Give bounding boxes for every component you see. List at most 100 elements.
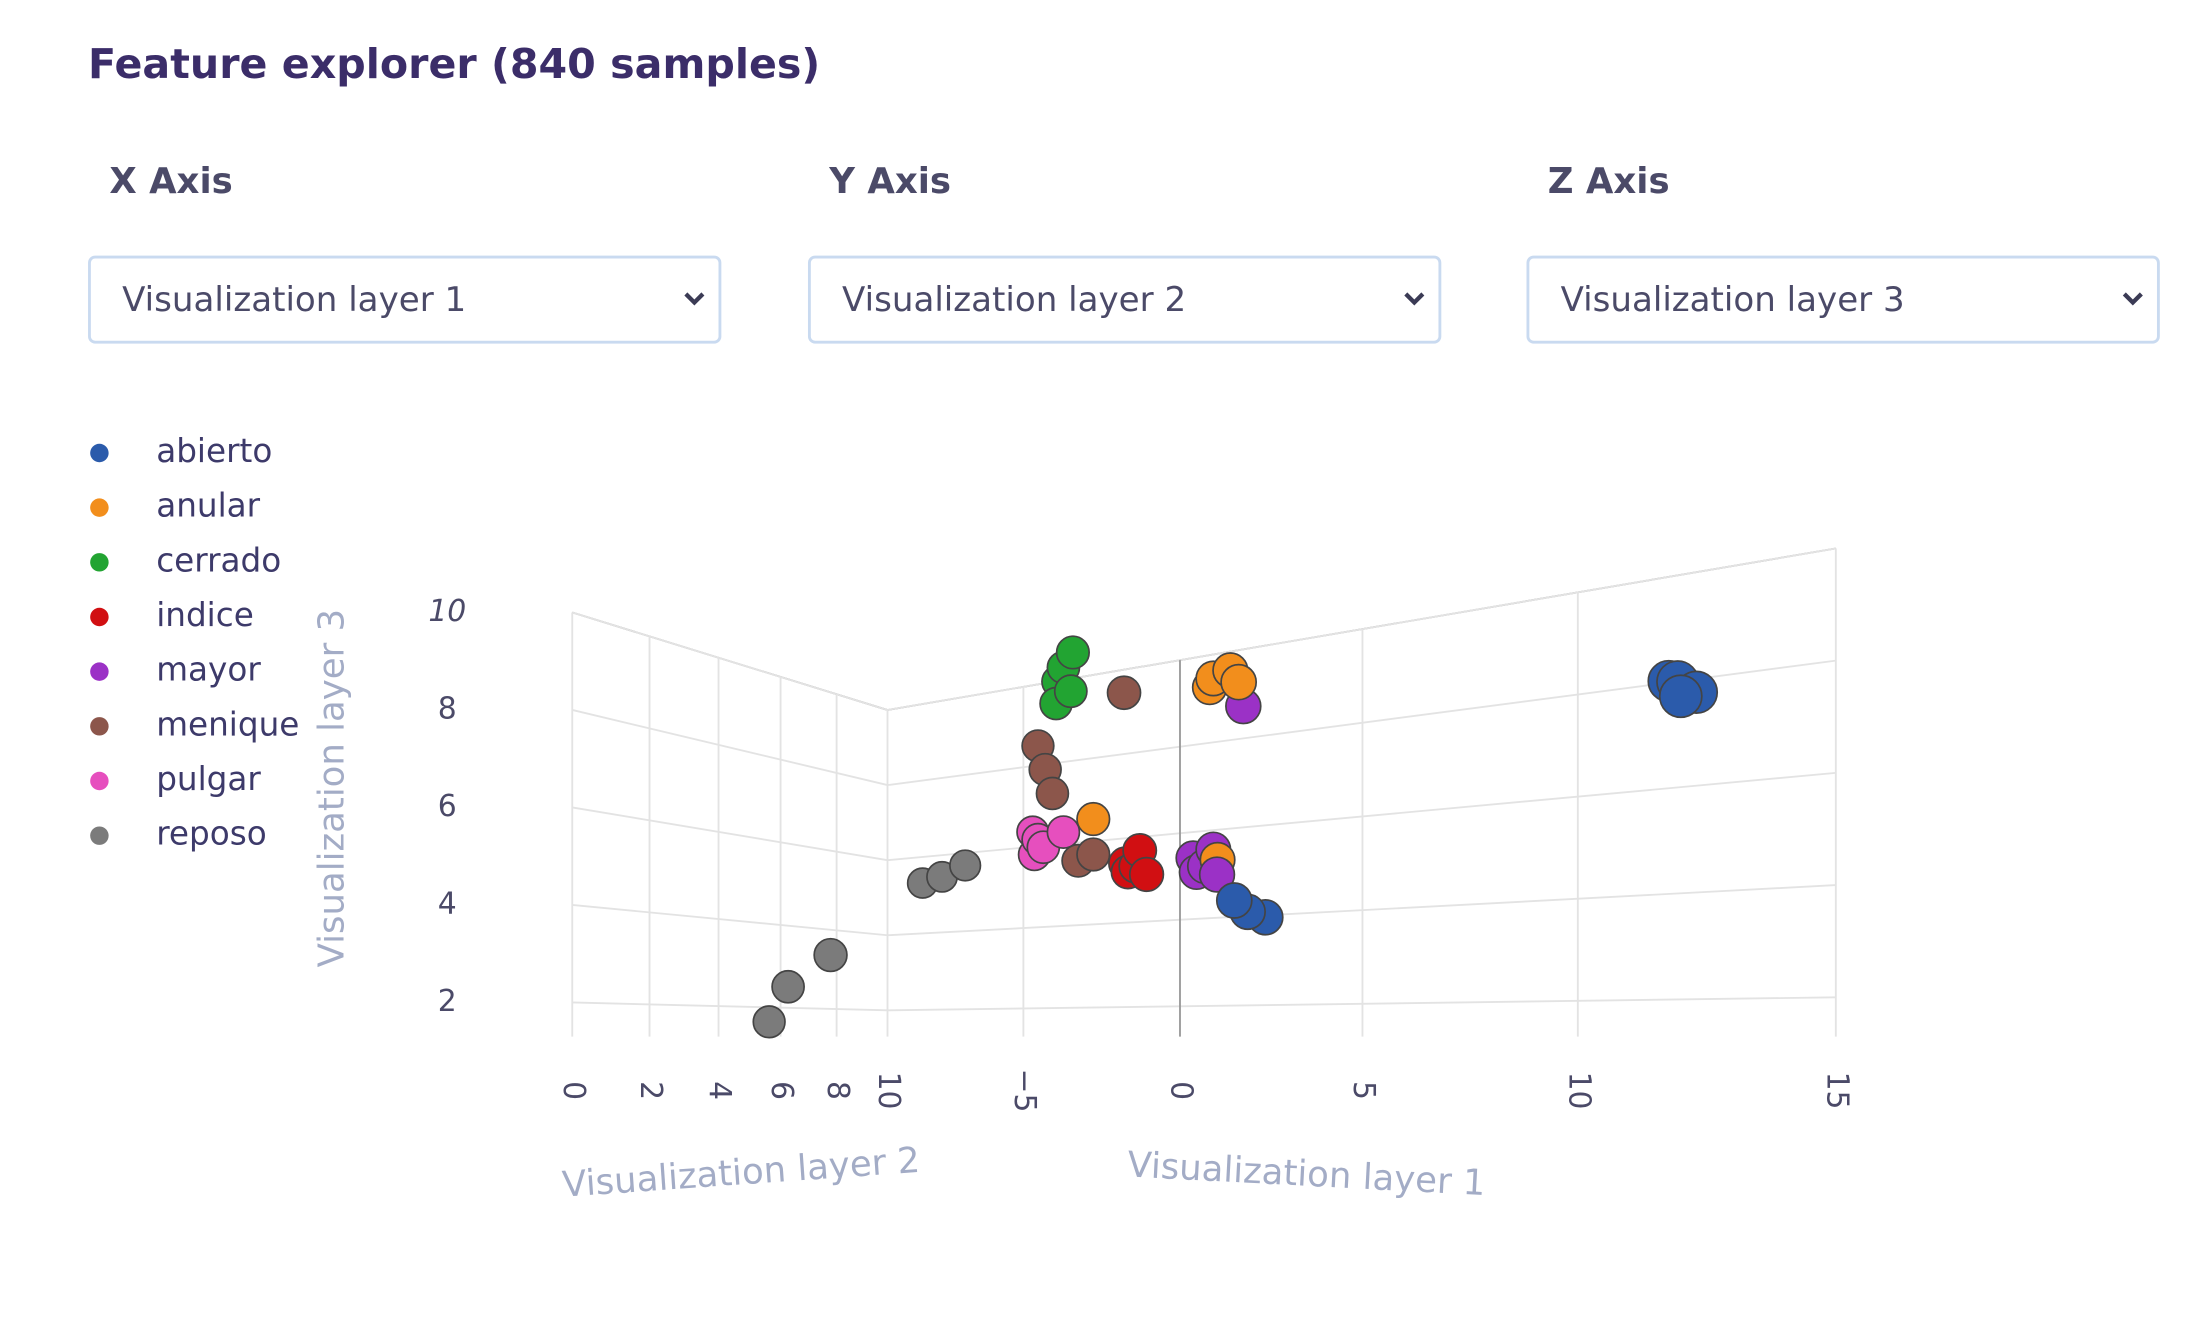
data-point [1656,660,1700,704]
data-point [1128,856,1165,893]
legend-marker [90,553,109,572]
data-point [1225,687,1262,725]
grid-line [887,771,1836,862]
grid-line [887,884,1836,937]
data-point [1195,831,1232,868]
x-tick-label: 15 [1819,1072,1854,1110]
axis-select[interactable]: Visualization layer 1 [88,255,722,344]
data-point [1017,837,1052,872]
legend-label: menique [156,705,299,743]
data-point [1175,840,1211,876]
data-point [1220,663,1258,701]
z-tick-label: 10 [428,594,466,629]
axis-control-label: X Axis [109,160,233,202]
legend-label: cerrado [156,541,281,579]
legend-label: indice [156,596,254,634]
data-point [1247,899,1284,936]
data-point [1055,635,1090,670]
data-point [1108,846,1143,881]
z-tick-label: 4 [438,886,457,921]
data-point [1186,848,1223,885]
legend-label: mayor [156,651,261,689]
x-axis-title: Visualization layer 1 [1126,1144,1486,1204]
data-point [1658,674,1703,719]
legend-marker [90,607,109,627]
x-tick-label: 5 [1346,1081,1381,1100]
box-edge [571,611,888,711]
data-point [1106,675,1142,711]
data-point [1061,843,1096,878]
data-point [771,969,805,1004]
data-point [1199,841,1236,878]
legend-label: anular [156,487,260,525]
axis-select[interactable]: Visualization layer 2 [807,255,1442,344]
data-point [1028,752,1062,787]
data-point [1198,856,1236,893]
legend-label: pulgar [156,760,261,798]
data-point [906,867,939,899]
data-point [1191,669,1228,706]
legend-label: abierto [156,432,272,470]
data-point [752,1005,786,1039]
data-point [1212,652,1249,689]
grid-line [572,806,888,862]
grid-line [887,547,1836,711]
data-point [1195,660,1232,697]
data-point [1229,893,1266,931]
data-point [1076,837,1111,872]
data-point [1026,830,1061,865]
grid-line [571,611,888,711]
z-axis-title: Visualization layer 3 [312,609,353,967]
y-tick-label: 0 [556,1081,591,1100]
data-point [1647,659,1690,703]
legend-marker [90,771,109,791]
data-point [1110,854,1146,890]
data-point [1122,833,1158,868]
z-tick-label: 8 [438,691,457,726]
data-point [1674,670,1719,715]
grid-line [887,659,1836,786]
data-point [1035,776,1070,811]
legend-marker [90,498,109,517]
axis-control-label: Z Axis [1547,160,1670,202]
x-tick-label: 10 [1561,1072,1596,1110]
y-axis-title: Visualization layer 2 [561,1140,921,1206]
grid-line [887,996,1836,1012]
x-tick-label: −5 [1007,1069,1042,1113]
data-point [1178,854,1215,891]
legend-marker [90,826,109,845]
box-edge [887,547,1836,711]
data-point [1021,729,1055,763]
y-tick-label: 4 [702,1081,737,1100]
data-point [1215,882,1253,919]
data-point [1046,815,1081,849]
legend-label: reposo [156,815,267,853]
y-tick-label: 6 [764,1081,799,1100]
data-point [949,849,982,882]
y-tick-label: 10 [871,1072,906,1110]
data-point [1118,848,1154,884]
legend-marker [90,662,109,681]
z-tick-label: 2 [438,984,457,1019]
grid-line [572,904,888,937]
data-point [813,937,848,973]
data-point [1041,664,1075,699]
data-point [1046,650,1081,685]
axis-select[interactable]: Visualization layer 3 [1526,255,2160,344]
y-tick-label: 2 [633,1081,668,1100]
x-tick-label: 0 [1163,1081,1198,1100]
page-title: Feature explorer (840 samples) [88,39,821,89]
legend-marker [90,717,109,736]
legend-marker [90,443,109,463]
data-point [1021,822,1055,857]
z-tick-label: 6 [438,789,457,824]
data-point [1076,801,1111,837]
data-point [1053,674,1088,709]
grid [571,547,1837,1037]
data-point [1016,815,1050,849]
data-point [926,860,959,893]
grid-line [572,709,888,786]
